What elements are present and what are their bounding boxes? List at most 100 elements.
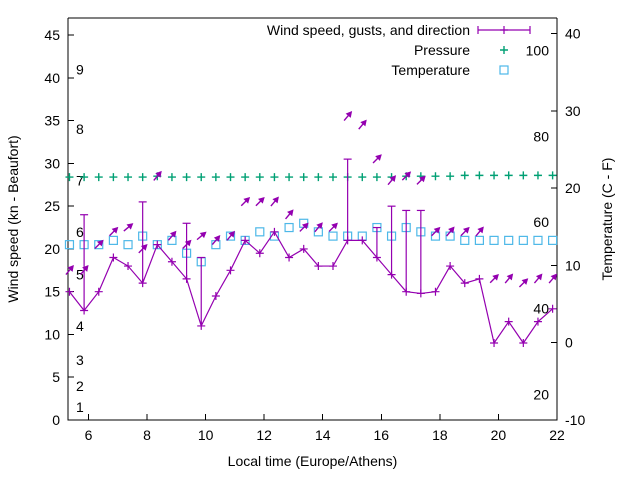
pressure-point xyxy=(460,171,469,180)
wind-speed-point xyxy=(402,287,411,296)
wind-direction-arrow xyxy=(240,196,251,207)
arrow-head xyxy=(155,170,162,178)
wind-speed-point xyxy=(358,236,367,245)
arrow-head xyxy=(184,239,192,247)
arrow-head xyxy=(316,222,323,230)
wind-speed-point xyxy=(533,317,542,326)
y2-tick-label: 20 xyxy=(565,180,581,196)
wind-direction-arrow xyxy=(109,226,119,237)
wind-direction-arrow xyxy=(80,264,89,275)
wind-direction-arrow xyxy=(285,209,294,220)
arrow-head xyxy=(433,226,441,234)
arrow-head xyxy=(535,273,543,281)
arrow-head xyxy=(389,175,397,183)
temperature-point xyxy=(94,240,104,250)
arrow-head xyxy=(96,239,104,247)
wind-speed-point xyxy=(153,240,162,249)
inner-scale-labels: 1 2 3 4 5 6 7 8 9 20 40 60 80 100 xyxy=(76,42,549,415)
wind-speed-point xyxy=(182,274,191,283)
arrow-head xyxy=(243,196,251,204)
pressure-point xyxy=(372,173,381,182)
wind-direction-arrow xyxy=(358,119,367,130)
pressure-point xyxy=(182,173,191,182)
wind-direction-arrow xyxy=(94,239,104,250)
temperature-point xyxy=(255,227,265,237)
wind-direction-arrow xyxy=(328,222,338,232)
x-tick-label: 20 xyxy=(491,427,507,443)
arrow-head xyxy=(419,175,426,183)
y2-tick-label: 40 xyxy=(565,25,581,41)
wind-speed-point xyxy=(299,244,308,253)
pressure-point xyxy=(94,173,103,182)
x-tick-label: 18 xyxy=(432,427,448,443)
pressure-point xyxy=(197,173,206,182)
y-tick-label: 30 xyxy=(44,155,60,171)
wind-direction-arrow xyxy=(343,111,353,122)
y-axis-title: Wind speed (kn - Beaufort) xyxy=(5,135,21,302)
pressure-point xyxy=(124,173,133,182)
y-tick-label: 25 xyxy=(44,198,60,214)
wind-speed-point xyxy=(328,262,337,271)
arrow-head xyxy=(287,209,294,217)
legend-label: Wind speed, gusts, and direction xyxy=(267,22,470,38)
pressure-point xyxy=(65,173,74,182)
wind-speed-point xyxy=(285,253,294,262)
pressure-point xyxy=(138,173,147,182)
temperature-point xyxy=(548,235,558,245)
wind-direction-arrow xyxy=(460,226,470,237)
temperature-point xyxy=(518,235,528,245)
arrow-head xyxy=(506,273,514,281)
arrow-head xyxy=(199,231,207,239)
axis-titles: Local time (Europe/Athens) Wind speed (kn… xyxy=(5,135,615,469)
beaufort-label: 2 xyxy=(76,378,84,394)
pressure-point xyxy=(328,173,337,182)
arrow-head xyxy=(301,222,309,230)
pressure-point xyxy=(285,173,294,182)
pressure-point xyxy=(314,173,323,182)
pressure-point xyxy=(548,171,557,180)
legend-square-icon xyxy=(499,65,509,75)
arrow-head xyxy=(169,230,177,238)
temperature-point xyxy=(123,240,133,250)
x-axis-title: Local time (Europe/Athens) xyxy=(228,453,398,469)
wind-speed-series xyxy=(65,227,557,348)
wind-direction-arrow xyxy=(65,264,74,275)
y-tick-label: 45 xyxy=(44,27,60,43)
wind-speed-line xyxy=(68,230,554,345)
temperature-point xyxy=(64,240,75,250)
arrow-head xyxy=(448,226,455,234)
legend: Wind speed, gusts, and direction Pressure… xyxy=(267,22,531,78)
y2-tick-label: 10 xyxy=(565,257,581,273)
wind-direction-arrow xyxy=(226,230,235,241)
beaufort-label: 6 xyxy=(76,224,84,240)
wind-speed-point xyxy=(387,270,396,279)
temperature-point xyxy=(108,235,118,245)
wind-speed-point xyxy=(65,287,74,296)
arrow-head xyxy=(492,273,499,281)
wind-direction-arrow xyxy=(548,273,558,284)
wind-speed-point xyxy=(372,253,381,262)
plot-border xyxy=(67,18,558,421)
pressure-point xyxy=(504,171,513,180)
pressure-point xyxy=(475,171,484,180)
y-tick-label: 0 xyxy=(52,412,60,428)
x-tick-label: 12 xyxy=(256,427,272,443)
wind-direction-arrow xyxy=(518,278,529,288)
y2-tick-label: -10 xyxy=(565,412,585,428)
wind-speed-point xyxy=(504,317,513,326)
wind-speed-point xyxy=(109,253,118,262)
pressure-point xyxy=(211,173,220,182)
wind-speed-point xyxy=(226,266,235,275)
arrow-head xyxy=(331,222,338,230)
fahrenheit-label: 40 xyxy=(533,301,549,317)
beaufort-label: 4 xyxy=(76,318,84,334)
wind-direction-arrow xyxy=(372,154,382,164)
wind-speed-point xyxy=(475,274,484,283)
wind-speed-point xyxy=(460,279,469,288)
pressure-point xyxy=(241,173,250,182)
temperature-point xyxy=(284,222,294,233)
arrow-head xyxy=(404,171,412,178)
x-tick-label: 16 xyxy=(374,427,390,443)
wind-speed-point xyxy=(416,289,425,298)
wind-speed-point xyxy=(241,236,250,245)
